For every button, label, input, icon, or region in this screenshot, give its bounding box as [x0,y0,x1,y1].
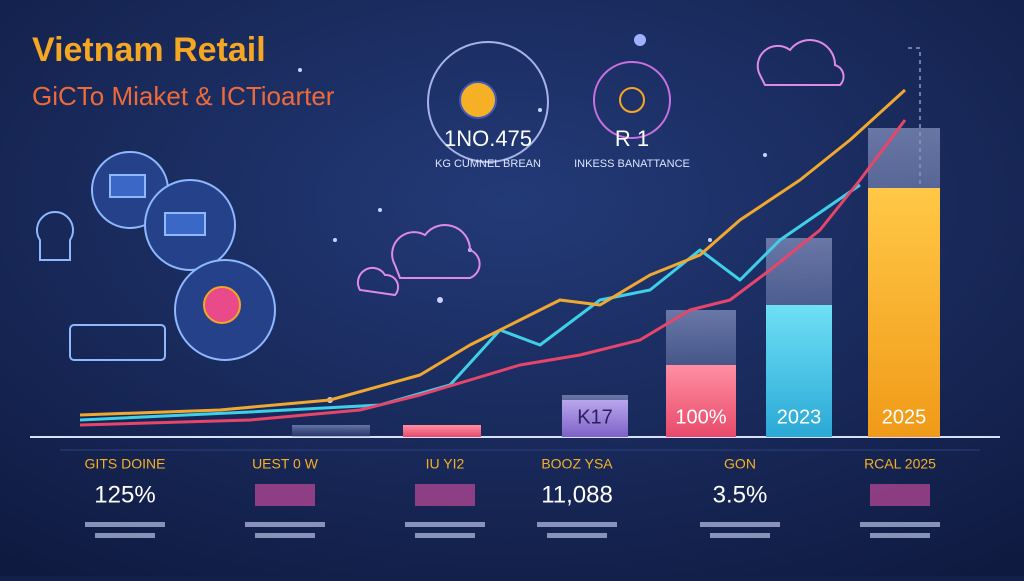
bar-label: 2025 [882,406,927,428]
stat-caption [95,533,155,538]
trend-lines [79,88,907,427]
subtitle: GiCTo Miaket & ICTioarter [32,81,335,111]
stat-heading: RCAL 2025 [864,456,936,472]
bar-label: 2023 [777,406,822,428]
stat-caption [860,522,940,527]
callout-label: INKESS BANATTANCE [574,158,690,170]
bar-label: 100% [675,406,726,428]
stat-icons [255,484,315,506]
stat-caption [85,522,165,527]
clouds [356,39,845,297]
stat-caption [870,533,930,538]
stat-caption [415,533,475,538]
stat-icons [415,484,475,506]
stat-value: 11,088 [541,481,613,508]
bars [292,128,940,437]
stat-heading: UEST 0 W [252,456,319,472]
stat-heading: IU YI2 [426,456,465,472]
stat-heading: GITS DOINE [85,456,166,472]
stat-heading: BOOZ YSA [541,456,613,472]
stat-heading: GON [724,456,756,472]
stat-value: 3.5% [713,481,768,508]
stat-caption [255,533,315,538]
stat-caption [245,522,325,527]
stat-caption [405,522,485,527]
callout-icons [427,41,671,163]
stat-caption [700,522,780,527]
bar-label: K17 [577,406,613,428]
stat-caption [710,533,770,538]
stat-caption [547,533,607,538]
stat-value: 125% [94,481,155,508]
title: Vietnam Retail [32,31,266,69]
left-icons [36,151,276,361]
callout-value: R 1 [615,126,649,151]
callout-label: KG CUMNEL BREAN [435,158,541,170]
stat-icons [870,484,930,506]
stat-caption [537,522,617,527]
callout-value: 1NO.475 [444,126,532,151]
